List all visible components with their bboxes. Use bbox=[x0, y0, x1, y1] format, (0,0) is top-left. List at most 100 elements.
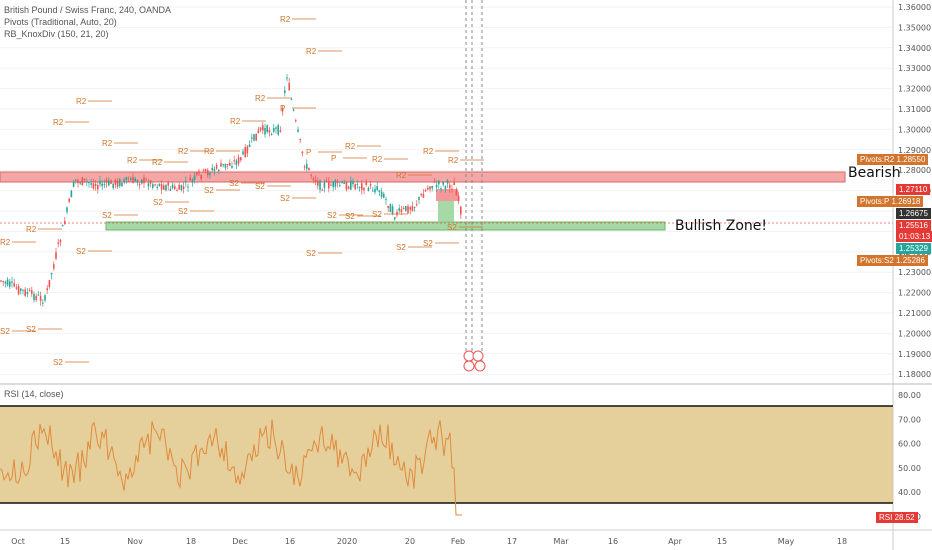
candle-body bbox=[134, 178, 136, 181]
candle-body bbox=[202, 169, 205, 171]
candle-body bbox=[427, 187, 429, 190]
candle-body bbox=[90, 183, 92, 185]
candle-body bbox=[86, 181, 88, 183]
event-markers bbox=[463, 350, 486, 372]
highlight-box-green bbox=[438, 201, 454, 223]
candle-body bbox=[224, 163, 227, 168]
candle-body bbox=[413, 206, 416, 208]
candle-body bbox=[182, 186, 185, 190]
pivot-r2-label: R2 bbox=[345, 142, 356, 151]
candle-body bbox=[94, 184, 97, 187]
candle-body bbox=[220, 163, 222, 167]
candle-body bbox=[200, 174, 202, 179]
candle-body bbox=[2, 281, 4, 283]
candle-body bbox=[332, 181, 334, 188]
rsi-legend[interactable]: RSI (14, close) bbox=[4, 388, 64, 400]
symbol-title[interactable]: British Pound / Swiss Franc, 240, OANDA bbox=[4, 5, 172, 15]
candle-body bbox=[167, 182, 169, 186]
time-tick-label: 15 bbox=[717, 537, 727, 546]
candle-body bbox=[279, 130, 282, 132]
candle-body bbox=[433, 181, 436, 183]
pivot-r2-label: R2 bbox=[396, 171, 407, 180]
price-current-badge: 1.26675 bbox=[896, 208, 931, 219]
badge-value: 1.25286 bbox=[896, 256, 925, 265]
candle-body bbox=[299, 139, 301, 141]
candle-body bbox=[303, 166, 306, 168]
rsi-title[interactable]: RSI (14, close) bbox=[4, 389, 64, 399]
price-tick-label: 1.31000 bbox=[898, 105, 931, 114]
last-price-badge: 1.25516 bbox=[896, 220, 931, 231]
candle-body bbox=[83, 178, 86, 180]
candle-body bbox=[363, 187, 365, 191]
candle-body bbox=[431, 186, 433, 189]
candle-body bbox=[270, 133, 273, 135]
candle-body bbox=[275, 127, 277, 129]
candle-body bbox=[6, 279, 9, 286]
candle-body bbox=[123, 179, 125, 182]
candle-body bbox=[345, 182, 348, 190]
candle-body bbox=[378, 190, 381, 192]
candle-body bbox=[101, 183, 103, 187]
candle-body bbox=[237, 157, 240, 164]
candle-body bbox=[460, 206, 462, 215]
badge-value: 1.26918 bbox=[891, 197, 921, 206]
candle-body bbox=[127, 180, 130, 182]
candle-body bbox=[339, 185, 341, 187]
pivot-s2-label: S2 bbox=[229, 179, 239, 188]
candle-body bbox=[242, 151, 244, 155]
indicator-pivots-label[interactable]: Pivots (Traditional, Auto, 20) bbox=[4, 17, 117, 27]
time-tick-label: 2020 bbox=[337, 537, 357, 546]
candle-body bbox=[149, 180, 152, 184]
time-axis[interactable]: Oct 15 Nov 18 Dec 16 2020 20 Feb 17 Mar 16 Apr 15 May 1… bbox=[11, 537, 847, 546]
candle-body bbox=[141, 179, 143, 184]
pivot-r2-label: R2 bbox=[0, 238, 11, 247]
pivot-s2-label: S2 bbox=[372, 210, 382, 219]
candle-body bbox=[354, 184, 356, 190]
price-tick-label: 1.29000 bbox=[898, 146, 931, 155]
rsi-tick-label: 50.00 bbox=[898, 464, 921, 473]
price-tick-label: 1.20000 bbox=[898, 329, 931, 338]
rsi-tick-label: 80.00 bbox=[898, 391, 921, 400]
candle-body bbox=[319, 180, 321, 190]
candle-body bbox=[33, 293, 35, 301]
bearish-zone bbox=[0, 171, 846, 183]
pivot-s2-label: S2 bbox=[153, 198, 163, 207]
candle-body bbox=[297, 129, 299, 132]
candle-body bbox=[22, 289, 24, 291]
candle-body bbox=[207, 170, 209, 176]
candle-body bbox=[372, 190, 374, 192]
candle-body bbox=[193, 175, 196, 181]
chart-legend: British Pound / Swiss Franc, 240, OANDA … bbox=[4, 4, 171, 40]
candle-body bbox=[92, 183, 95, 189]
pivot-r2-label: R2 bbox=[26, 225, 37, 234]
candle-body bbox=[323, 182, 326, 188]
candle-body bbox=[79, 182, 81, 184]
candle-body bbox=[396, 211, 398, 216]
candle-body bbox=[125, 176, 128, 181]
price-tick-label: 1.22000 bbox=[898, 289, 931, 298]
candle-body bbox=[405, 206, 407, 211]
candle-body bbox=[383, 193, 385, 198]
pivot-s2-label: S2 bbox=[345, 212, 355, 221]
candle-body bbox=[352, 181, 354, 185]
candle-body bbox=[99, 180, 101, 185]
pivot-r2-label: R2 bbox=[255, 94, 266, 103]
indicator-knoxdiv-label[interactable]: RB_KnoxDiv (150, 21, 20) bbox=[4, 29, 109, 39]
candle-body bbox=[358, 186, 361, 188]
candle-body bbox=[48, 280, 51, 287]
candle-body bbox=[218, 169, 220, 171]
candle-body bbox=[334, 180, 337, 187]
candle-body bbox=[442, 182, 444, 185]
candle-body bbox=[114, 179, 117, 185]
time-tick-label: 16 bbox=[285, 537, 295, 546]
candle-body bbox=[385, 199, 387, 201]
candle-body bbox=[50, 273, 53, 275]
candle-body bbox=[367, 187, 370, 191]
bullish-label: Bullish Zone! bbox=[675, 218, 768, 234]
candle-body bbox=[369, 184, 372, 186]
candle-body bbox=[70, 190, 73, 198]
candle-body bbox=[438, 180, 440, 185]
candle-body bbox=[24, 289, 26, 296]
candle-body bbox=[343, 182, 345, 184]
